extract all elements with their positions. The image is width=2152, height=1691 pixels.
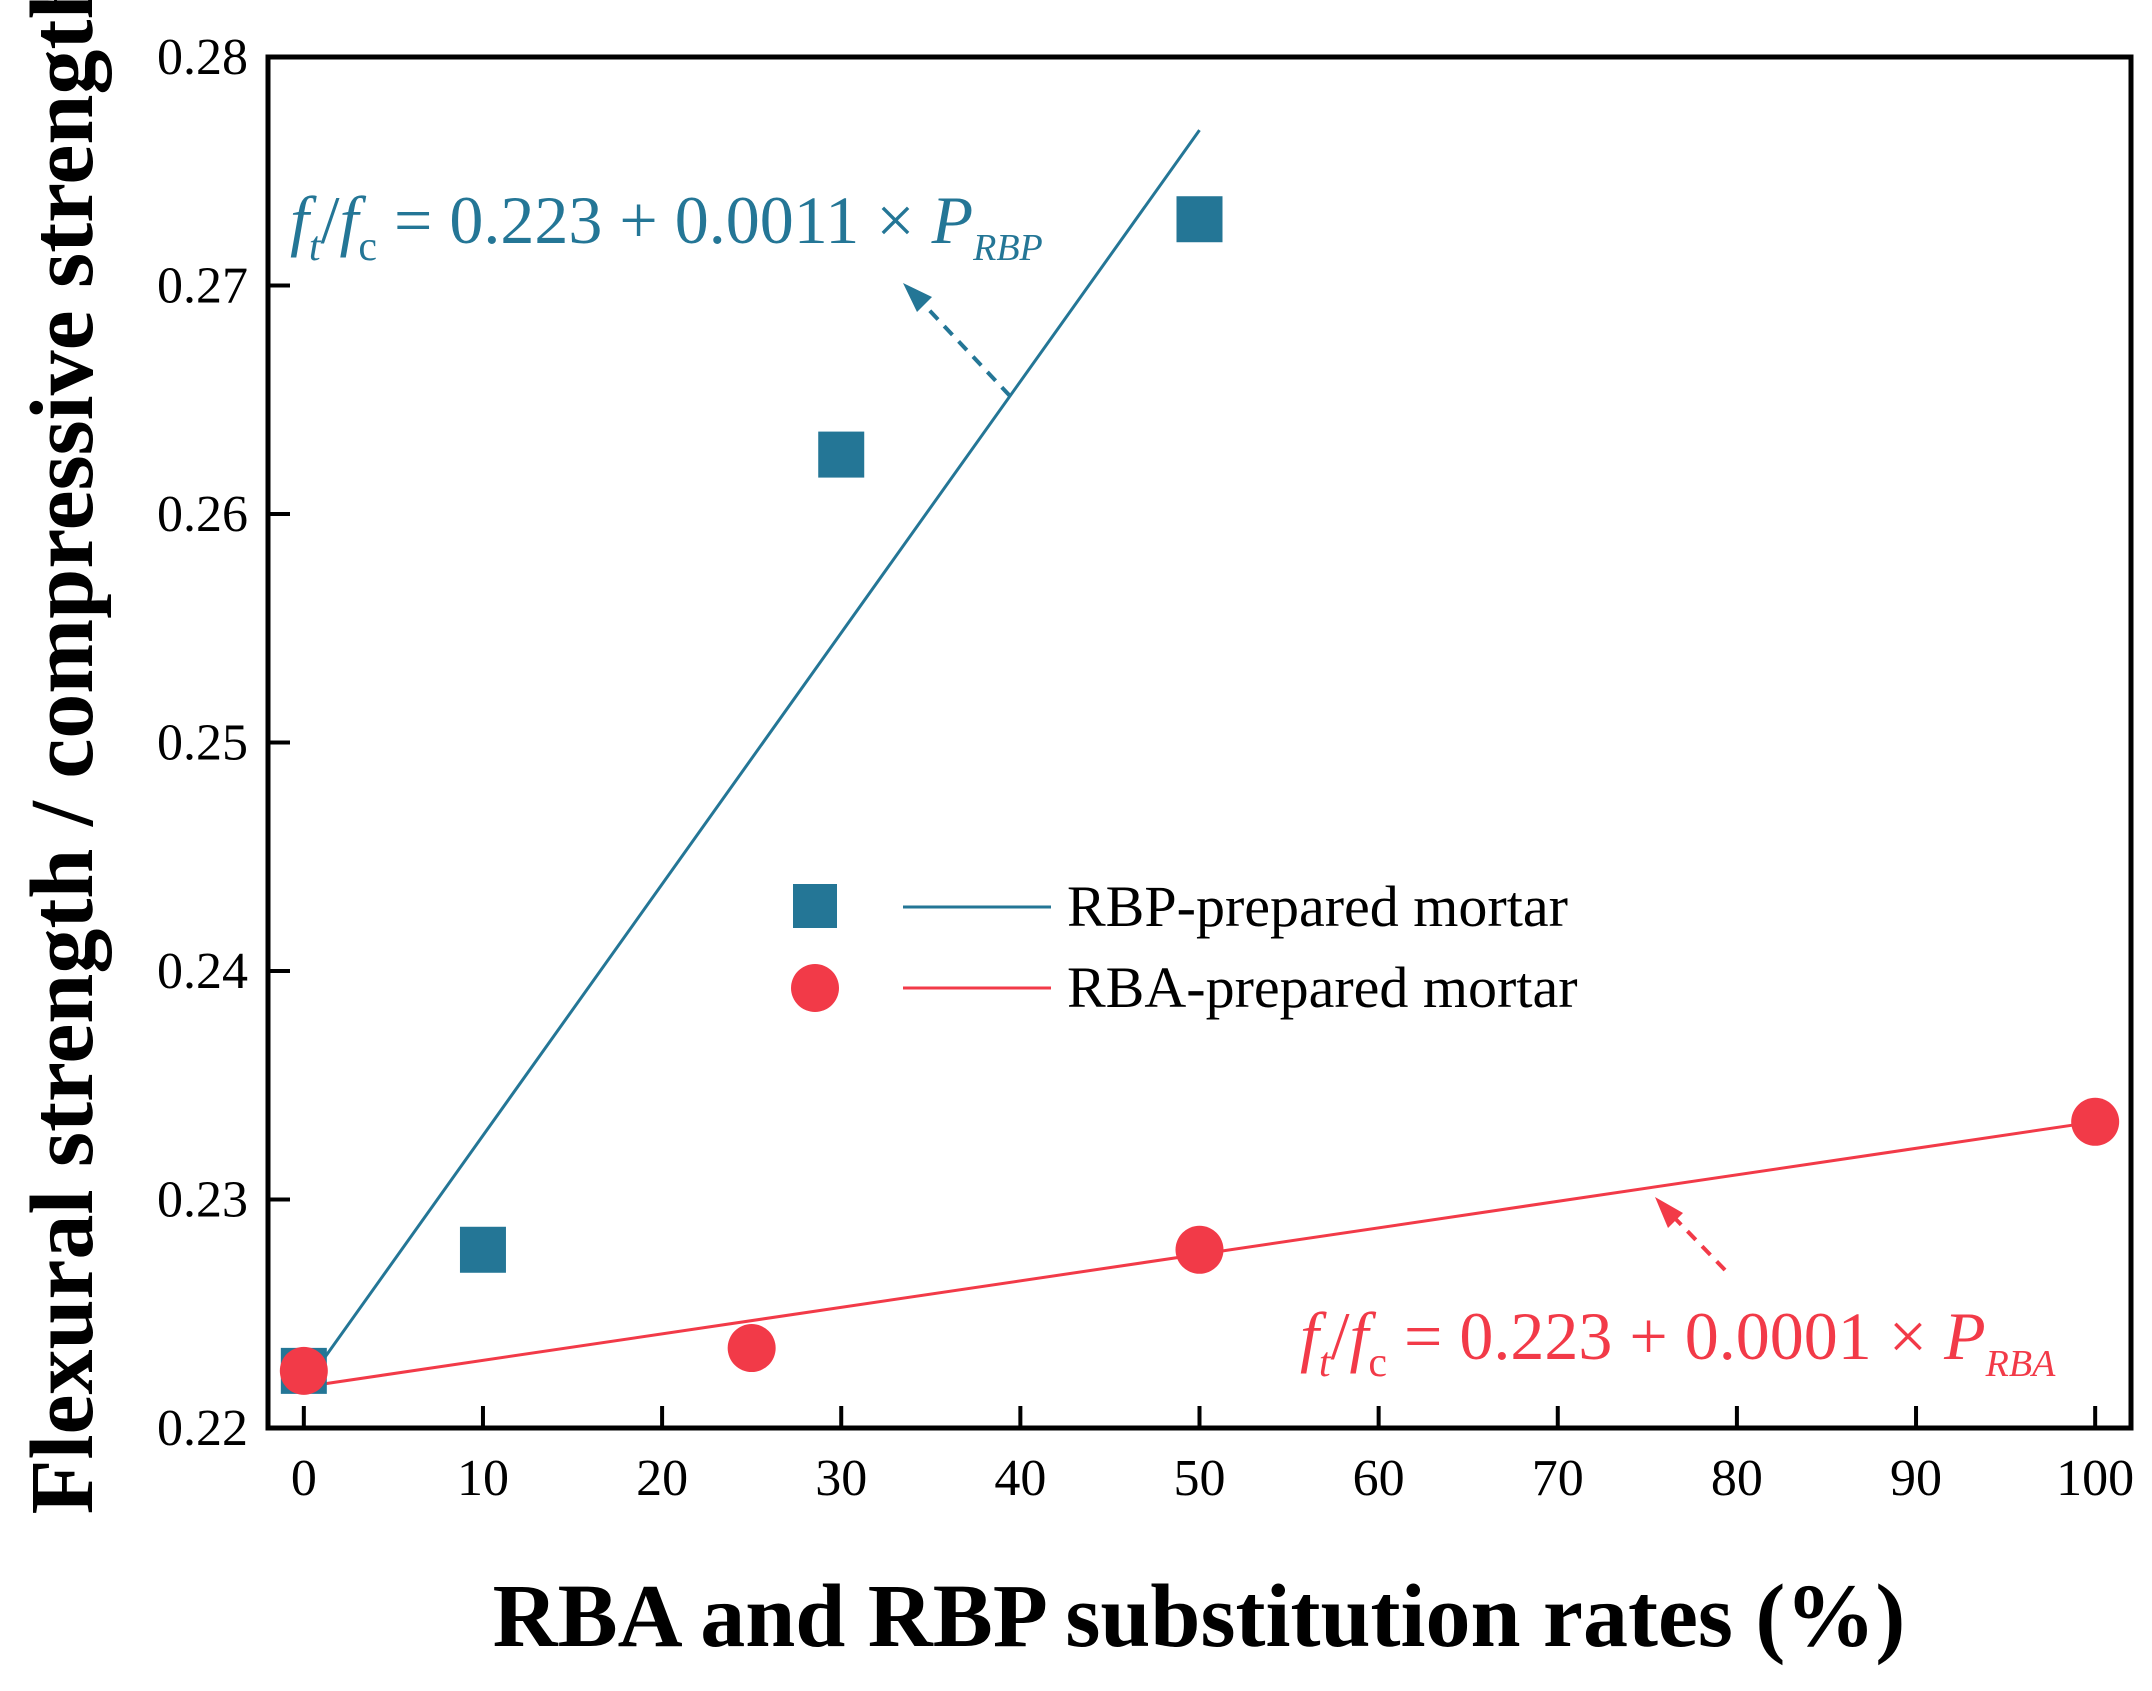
- rbp-equation-arrow: [903, 283, 1012, 398]
- x-tick-label: 70: [1532, 1450, 1584, 1507]
- rbp-equation: ft/fc = 0.223 + 0.0011 × PRBP: [290, 182, 1043, 270]
- rba-data-point: [1175, 1225, 1224, 1274]
- rbp-data-point: [459, 1226, 506, 1273]
- rba-eq-rhs: = 0.223 + 0.0001 ×: [1387, 1298, 1944, 1374]
- rbp-eq-p: P: [931, 182, 974, 258]
- rba-eq-sub2: c: [1368, 1340, 1387, 1386]
- legend: RBP-prepared mortar RBA-prepared mortar: [791, 874, 1578, 1020]
- rbp-data-point: [1176, 196, 1223, 243]
- rba-data-point: [279, 1346, 328, 1395]
- x-tick-label: 80: [1711, 1450, 1763, 1507]
- x-tick-label: 10: [457, 1450, 509, 1507]
- fit-lines: [302, 129, 2096, 1389]
- legend-rbp-marker: [793, 884, 837, 928]
- rba-data-point: [727, 1324, 776, 1373]
- y-axis-ticks: 0.22 0.23 0.24 0.25 0.26 0.27 0.28: [157, 29, 290, 1457]
- rbp-fit-line: [302, 129, 1201, 1388]
- x-tick-label: 20: [636, 1450, 688, 1507]
- x-tick-label: 60: [1353, 1450, 1405, 1507]
- y-tick-label: 0.22: [157, 1400, 248, 1457]
- legend-rba-label: RBA-prepared mortar: [1067, 955, 1578, 1020]
- rba-eq-sub1: t: [1319, 1340, 1332, 1386]
- y-tick-label: 0.25: [157, 715, 248, 772]
- rba-equation-arrow: [1655, 1197, 1727, 1272]
- rba-eq-psub: RBA: [1985, 1343, 2056, 1385]
- y-tick-label: 0.24: [157, 943, 248, 1000]
- rba-data-point: [2071, 1097, 2120, 1146]
- y-tick-label: 0.28: [157, 29, 248, 86]
- rbp-eq-slash: /: [321, 182, 340, 258]
- y-tick-label: 0.23: [157, 1172, 248, 1229]
- legend-rba-marker: [791, 964, 839, 1012]
- rba-eq-slash: /: [1331, 1298, 1350, 1374]
- legend-rbp-label: RBP-prepared mortar: [1067, 874, 1568, 939]
- y-axis-title: Flexural strength / compressive strength: [13, 0, 112, 1514]
- rbp-data-point: [818, 431, 865, 478]
- rbp-eq-psub: RBP: [972, 227, 1043, 269]
- rbp-eq-sub2: c: [358, 224, 377, 270]
- y-tick-label: 0.26: [157, 486, 248, 543]
- x-tick-label: 0: [291, 1450, 317, 1507]
- x-tick-label: 50: [1174, 1450, 1226, 1507]
- data-markers: [279, 196, 2120, 1395]
- x-tick-label: 90: [1890, 1450, 1942, 1507]
- rba-equation: ft/fc = 0.223 + 0.0001 × PRBA: [1300, 1298, 2056, 1386]
- x-tick-label: 40: [994, 1450, 1046, 1507]
- x-axis-ticks: 0 10 20 30 40 50 60 70 80 90 100: [291, 1406, 2134, 1507]
- x-axis-title: RBA and RBP substitution rates (%): [493, 1567, 1906, 1666]
- rba-eq-p: P: [1943, 1298, 1986, 1374]
- rbp-eq-rhs: = 0.223 + 0.0011 ×: [377, 182, 932, 258]
- x-tick-label: 100: [2056, 1450, 2134, 1507]
- plot-frame: [265, 54, 2134, 1431]
- x-tick-label: 30: [815, 1450, 867, 1507]
- y-tick-label: 0.27: [157, 258, 248, 315]
- rbp-eq-sub1: t: [309, 224, 322, 270]
